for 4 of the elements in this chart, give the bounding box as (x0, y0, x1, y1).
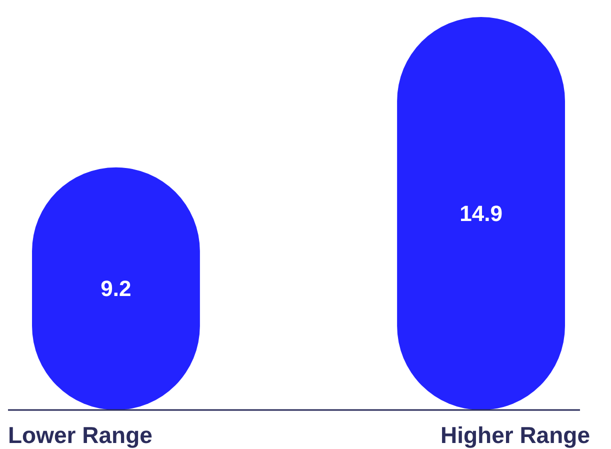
data-label: 14.9 (460, 201, 502, 226)
data-label: 9.2 (100, 276, 132, 302)
x-tick-label: Lower Range (8, 422, 152, 448)
x-tick-label: Higher Range (440, 422, 590, 448)
